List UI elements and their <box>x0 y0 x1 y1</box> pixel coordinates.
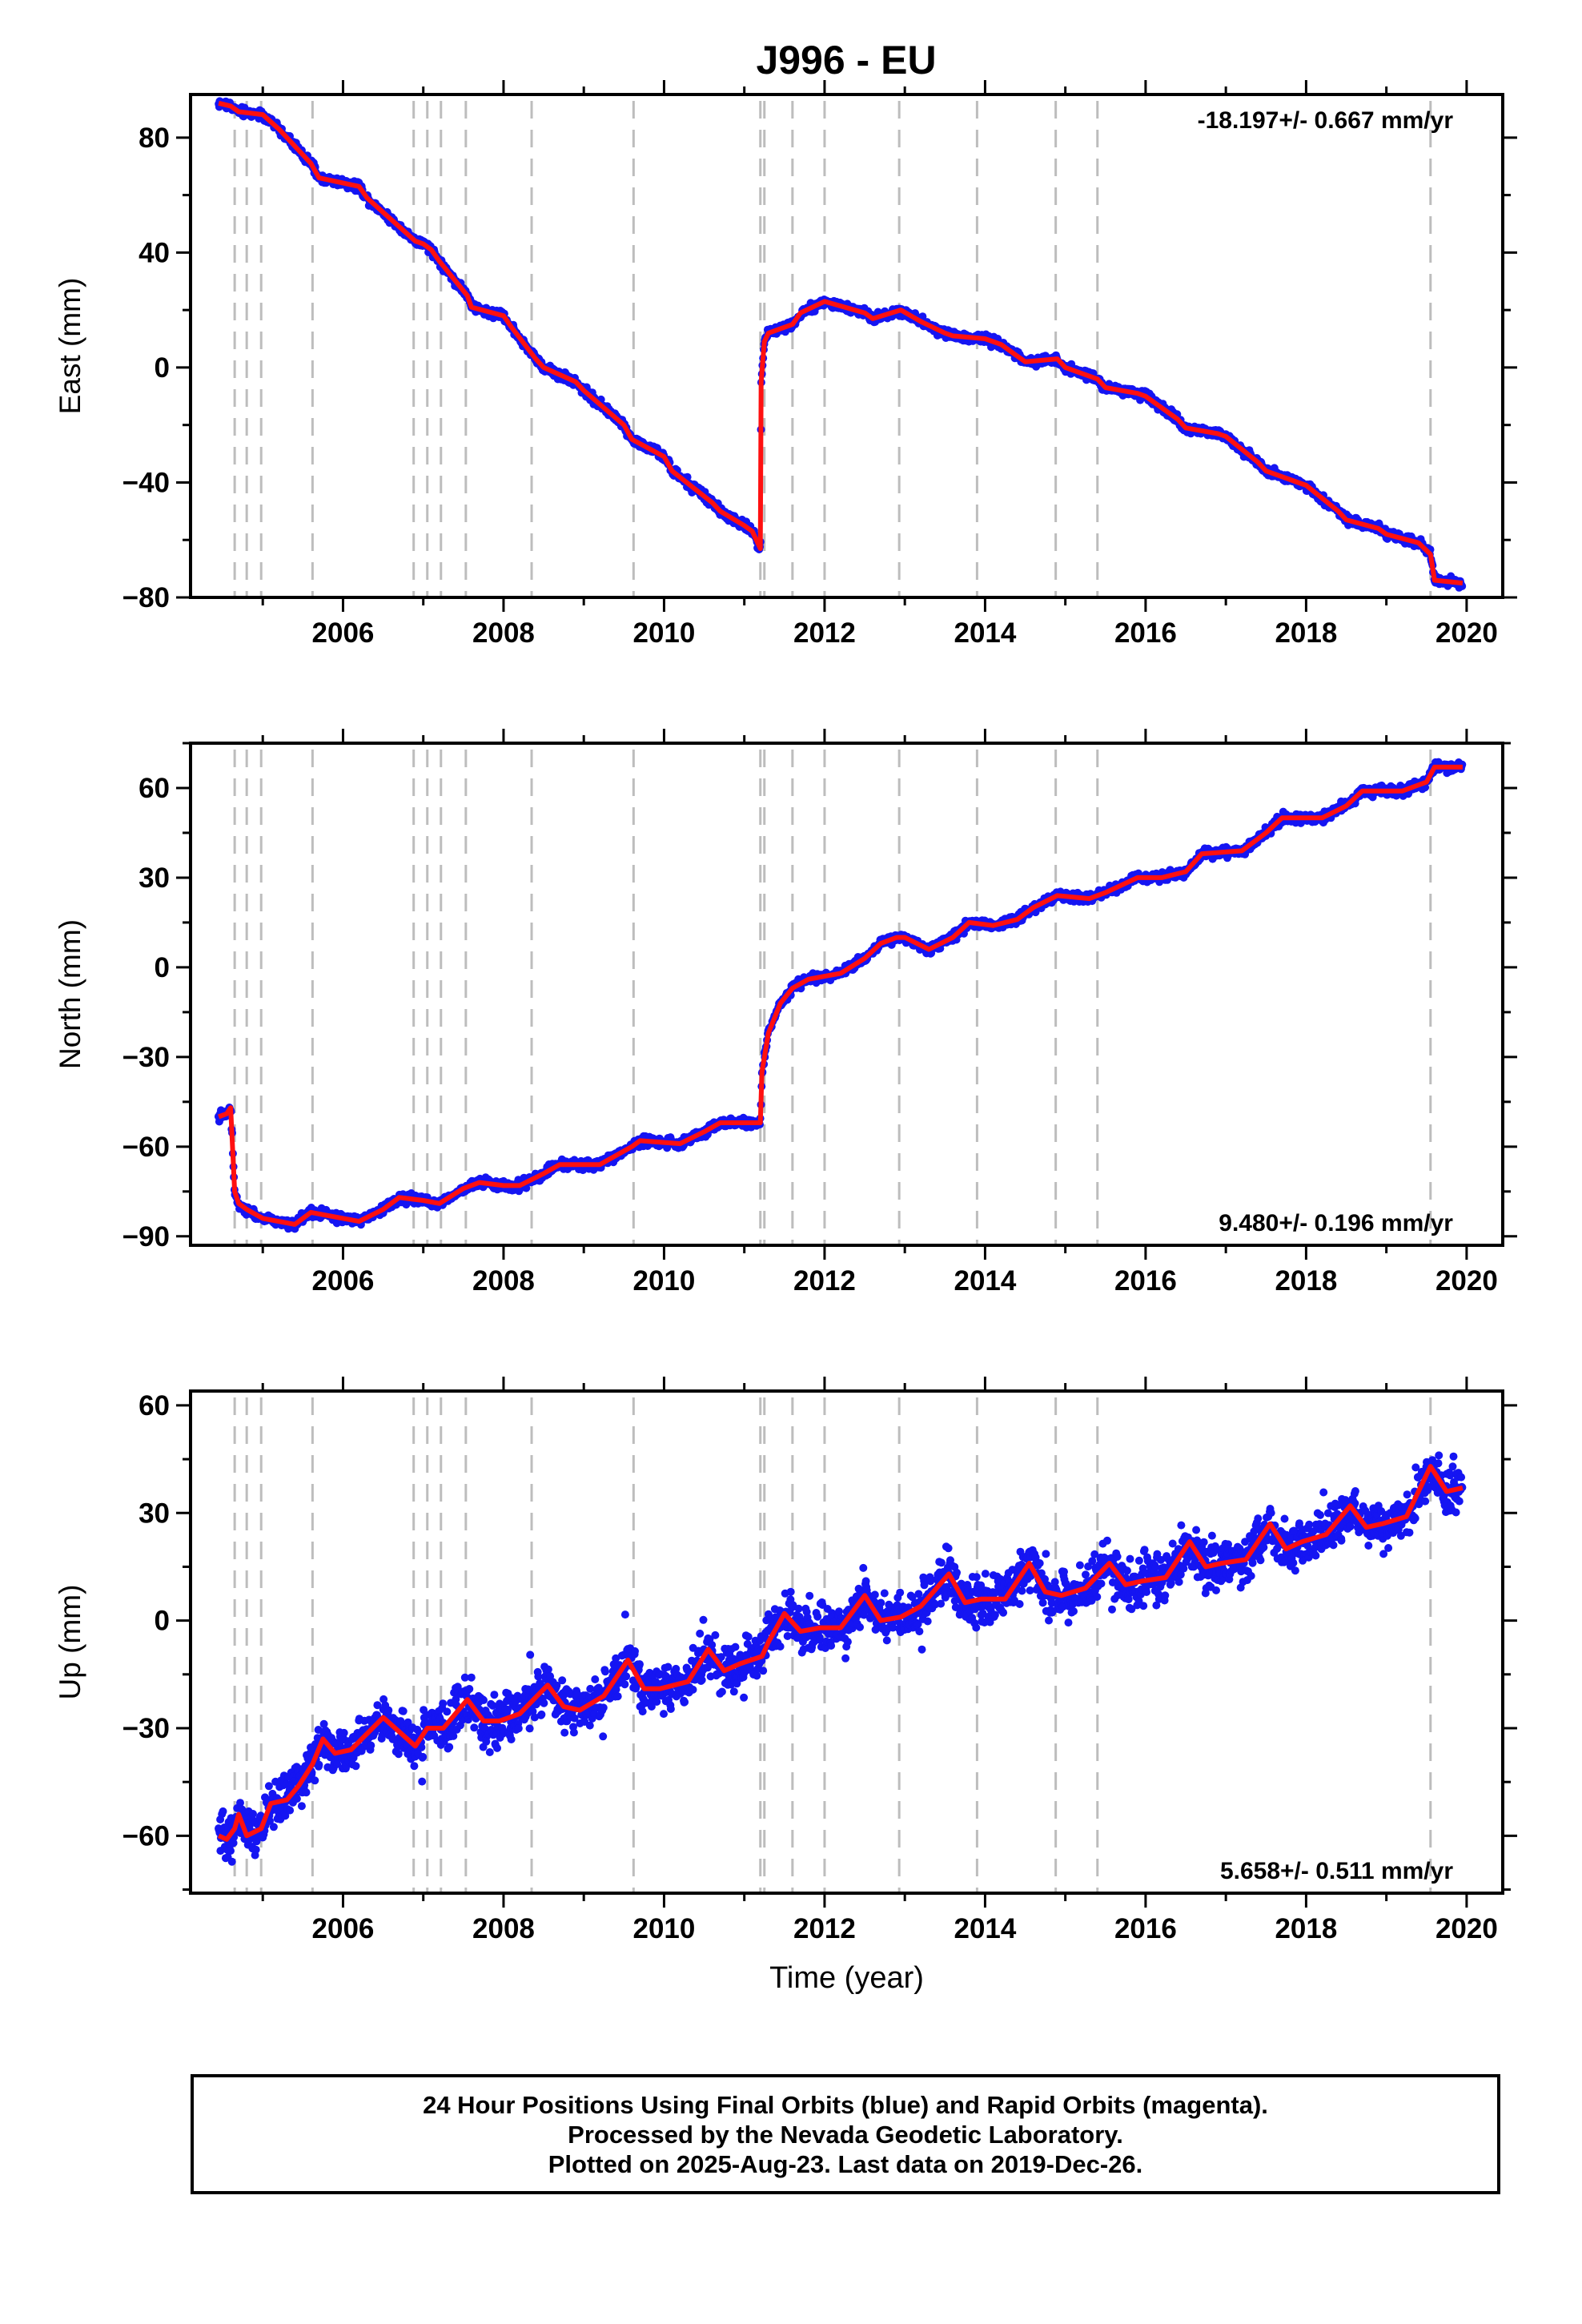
data-point <box>315 1760 323 1769</box>
model-line <box>218 100 1464 586</box>
y-tick-label: −30 <box>122 1042 170 1073</box>
rate-label: -18.197+/- 0.667 mm/yr <box>1198 107 1454 134</box>
panel-north: 2006 2008 2010 2012 2014 2016 2018 2020 −90 −60 −3… <box>54 729 1517 1297</box>
data-point <box>302 1788 311 1797</box>
data-point <box>339 1728 348 1737</box>
x-tick-label: 2018 <box>1275 617 1337 649</box>
rate-label: 9.480+/- 0.196 mm/yr <box>1219 1210 1453 1236</box>
x-tick-label: 2014 <box>954 1265 1016 1297</box>
x-tick-label: 2020 <box>1435 617 1498 649</box>
y-tick-label: 80 <box>139 123 170 154</box>
y-tick-label: 0 <box>155 952 170 983</box>
data-points <box>215 97 1467 592</box>
data-point <box>399 1707 408 1715</box>
y-tick-label: 60 <box>139 773 170 804</box>
y-tick-label: 40 <box>139 237 170 268</box>
x-tick-label: 2006 <box>312 1265 375 1297</box>
x-tick-label: 2016 <box>1114 1265 1177 1297</box>
data-point <box>311 1776 319 1785</box>
y-tick-label: 0 <box>155 352 170 384</box>
y-tick-label: −60 <box>122 1132 170 1163</box>
data-point <box>227 1847 235 1856</box>
x-tick-label: 2008 <box>472 617 535 649</box>
x-tick-label: 2006 <box>312 617 375 649</box>
x-tick-label: 2020 <box>1435 1265 1498 1297</box>
y-tick-label: −90 <box>122 1221 170 1252</box>
data-point <box>297 1802 306 1811</box>
data-point <box>286 1806 295 1815</box>
y-tick-label: −80 <box>122 582 170 613</box>
plot-frame <box>189 93 1504 599</box>
y-axis-label: East (mm) <box>54 278 86 415</box>
y-tick-label: 30 <box>139 862 170 894</box>
x-tick-label: 2018 <box>1275 1265 1337 1297</box>
plot-title: J996 - EU <box>756 38 936 82</box>
panel-east: 2006 2008 2010 2012 2014 2016 2018 2020 −80 −40 0 4… <box>54 80 1517 649</box>
data-point <box>227 1857 236 1866</box>
data-points <box>215 1451 1467 1866</box>
data-point <box>264 1782 273 1791</box>
x-tick-label: 2010 <box>633 1265 696 1297</box>
y-tick-label: −40 <box>122 467 170 498</box>
y-axis-label: North (mm) <box>54 919 86 1069</box>
model-line <box>218 764 1463 1227</box>
data-point <box>384 1706 393 1715</box>
data-point <box>351 1762 360 1771</box>
data-point <box>292 1795 301 1803</box>
data-point <box>269 1823 278 1831</box>
data-point <box>249 1810 257 1818</box>
data-points <box>214 758 1467 1233</box>
x-tick-label: 2012 <box>793 617 856 649</box>
data-point <box>251 1845 260 1854</box>
x-tick-label: 2014 <box>954 617 1016 649</box>
data-point <box>522 1184 531 1192</box>
x-tick-label: 2008 <box>472 1265 535 1297</box>
panel-up: 2006 2008 2010 2012 2014 2016 2018 2020−60−3003… <box>54 1377 1517 1995</box>
x-tick-label: 2012 <box>793 1265 856 1297</box>
data-point <box>219 1807 227 1815</box>
data-point <box>367 1741 375 1750</box>
x-tick-label: 2010 <box>633 617 696 649</box>
x-tick-label: 2016 <box>1114 617 1177 649</box>
data-point <box>918 312 927 321</box>
